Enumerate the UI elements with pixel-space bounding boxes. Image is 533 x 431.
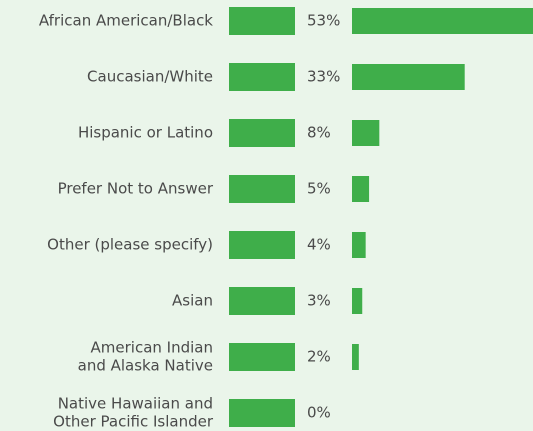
category-swatch [229,63,295,91]
category-swatch [229,231,295,259]
category-label: Hispanic or Latino [78,124,213,142]
category-label: Caucasian/White [87,68,213,86]
category-label: Other Pacific Islander [53,413,214,431]
bar [352,120,380,146]
value-label: 4% [307,236,331,254]
category-label: Asian [172,292,213,310]
category-swatch [229,7,295,35]
category-swatch [229,343,295,371]
bar [352,176,370,202]
value-label: 5% [307,180,331,198]
category-swatch [229,287,295,315]
bar [352,64,465,90]
category-label: Native Hawaiian and [58,395,213,413]
category-label: Prefer Not to Answer [58,180,214,198]
value-label: 8% [307,124,331,142]
bar [352,288,363,314]
category-label: American Indian [91,339,213,357]
category-label: African American/Black [39,12,213,30]
category-label: and Alaska Native [78,357,213,375]
value-label: 3% [307,292,331,310]
bar [352,232,366,258]
category-swatch [229,399,295,427]
bar [352,344,359,370]
category-label: Other (please specify) [47,236,213,254]
category-swatch [229,119,295,147]
category-swatch [229,175,295,203]
value-label: 2% [307,348,331,366]
bar [352,8,533,34]
value-label: 53% [307,12,340,30]
value-label: 33% [307,68,340,86]
value-label: 0% [307,404,331,422]
